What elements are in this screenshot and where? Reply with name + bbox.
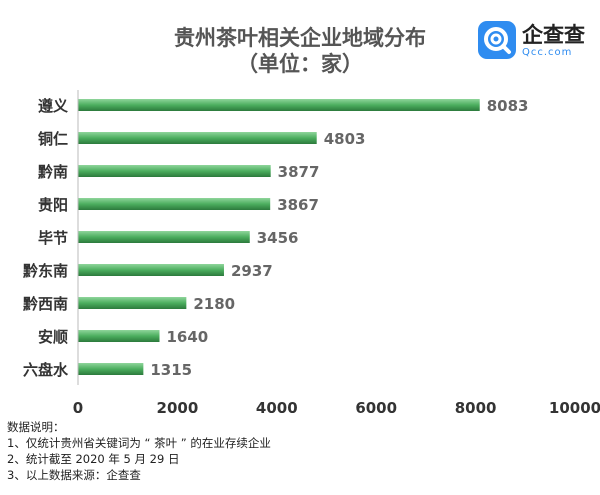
bar xyxy=(78,99,480,111)
category-label: 遵义 xyxy=(38,97,68,115)
note-item: 3、以上数据来源：企查查 xyxy=(7,468,141,482)
note-item: 2、统计截至 2020 年 5 月 29 日 xyxy=(7,452,180,466)
qcc-logo: 企查查 Qcc.com xyxy=(478,18,588,64)
category-label: 铜仁 xyxy=(38,130,68,148)
bar xyxy=(78,330,160,342)
category-label: 黔南 xyxy=(38,163,68,181)
chart-subtitle: （单位：家） xyxy=(237,52,363,76)
category-label: 黔西南 xyxy=(23,295,68,313)
x-tick-label: 10000 xyxy=(549,399,600,417)
bar xyxy=(78,264,224,276)
chart-title: 贵州茶叶相关企业地域分布 xyxy=(174,26,426,50)
bar-chart: 遵义 8083 铜仁 4803 黔南 3877 贵阳 3867 毕节 3456 黔东南 2937 黔西南… xyxy=(23,90,600,417)
category-label: 六盘水 xyxy=(23,361,69,379)
bar xyxy=(78,198,271,210)
bar xyxy=(78,132,317,144)
value-label: 3456 xyxy=(257,229,299,247)
value-label: 3877 xyxy=(278,163,320,181)
notes-heading: 数据说明： xyxy=(7,420,65,434)
qcc-logo-icon xyxy=(478,21,516,59)
value-label: 1640 xyxy=(167,328,209,346)
category-label: 安顺 xyxy=(38,328,68,346)
x-tick-label: 6000 xyxy=(355,399,397,417)
x-tick-label: 8000 xyxy=(455,399,497,417)
logo-domain: Qcc.com xyxy=(522,47,573,58)
value-label: 8083 xyxy=(487,97,529,115)
value-label: 4803 xyxy=(324,130,366,148)
bar xyxy=(78,165,271,177)
logo-name: 企查查 xyxy=(522,23,585,47)
x-tick-label: 0 xyxy=(73,399,83,417)
data-notes: 数据说明： 1、仅统计贵州省关键词为 “ 茶叶 ” 的在业存续企业 2、统计截至… xyxy=(7,419,271,483)
bar xyxy=(78,231,250,243)
category-label: 毕节 xyxy=(38,229,68,247)
value-label: 3867 xyxy=(277,196,319,214)
bar xyxy=(78,297,187,309)
category-label: 贵阳 xyxy=(38,196,68,214)
category-label: 黔东南 xyxy=(23,262,68,280)
value-label: 1315 xyxy=(150,361,192,379)
value-label: 2180 xyxy=(193,295,235,313)
bar xyxy=(78,363,144,375)
value-label: 2937 xyxy=(231,262,273,280)
note-item: 1、仅统计贵州省关键词为 “ 茶叶 ” 的在业存续企业 xyxy=(7,436,271,450)
x-tick-label: 4000 xyxy=(256,399,298,417)
x-tick-label: 2000 xyxy=(157,399,199,417)
